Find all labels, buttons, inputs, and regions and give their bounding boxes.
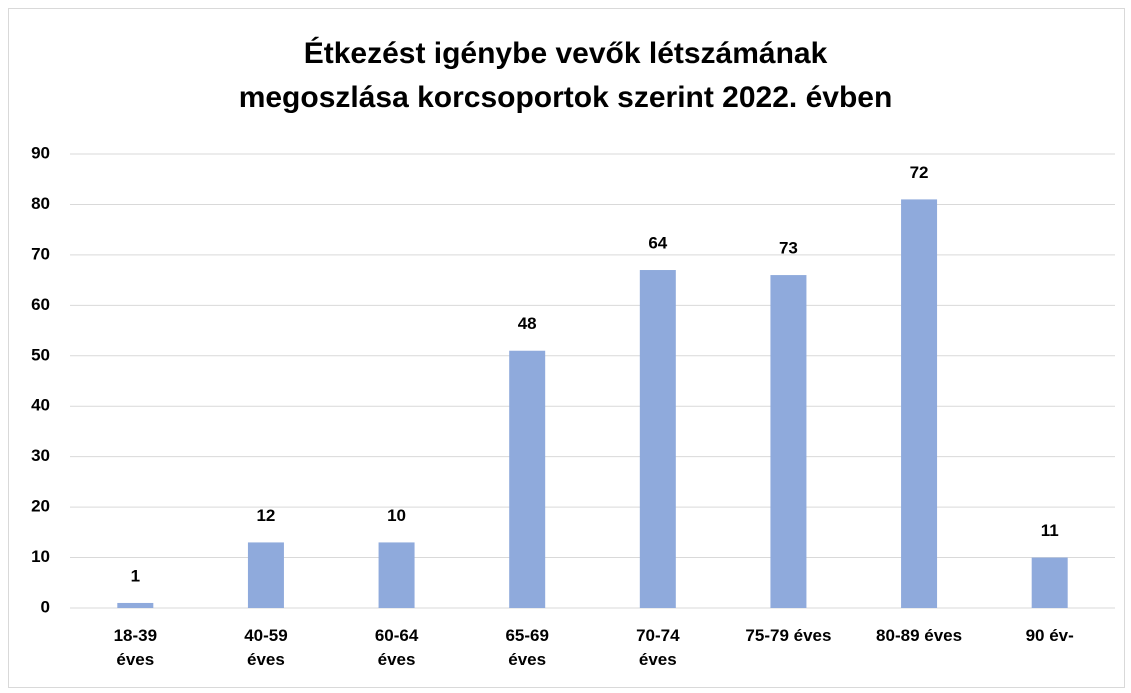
x-tick-label: 75-79 éves: [745, 626, 832, 645]
data-label: 72: [910, 163, 929, 182]
bar: [378, 542, 415, 608]
bar: [770, 275, 807, 608]
chart-title: Étkezést igénybe vevők létszámának megos…: [238, 37, 893, 114]
data-label: 64: [648, 234, 667, 253]
x-tick-label: 40-59 éves: [244, 626, 288, 669]
y-tick-label: 40: [31, 396, 50, 415]
y-tick-label: 0: [41, 597, 50, 616]
data-label: 10: [387, 506, 406, 525]
y-tick-label: 20: [31, 497, 50, 516]
y-tick-label: 10: [31, 547, 50, 566]
x-tick-label: 60-64 éves: [374, 626, 419, 669]
y-tick-label: 90: [31, 143, 50, 162]
data-label: 48: [518, 314, 537, 333]
data-label: 1: [131, 566, 140, 585]
x-tick-label: 65-69 éves: [505, 626, 549, 669]
y-tick-label: 30: [31, 446, 50, 465]
bar: [639, 270, 676, 608]
data-label: 12: [256, 506, 275, 525]
bar: [117, 602, 154, 608]
x-tick-label: 90 év-: [1025, 626, 1074, 645]
chart-frame: [8, 8, 1125, 688]
bar: [247, 542, 284, 608]
x-tick-label: 80-89 éves: [876, 626, 963, 645]
x-tick-label: 18-39 éves: [113, 626, 158, 669]
bar: [509, 350, 546, 608]
y-tick-label: 60: [31, 295, 50, 314]
data-label: 73: [779, 239, 798, 258]
bar: [1031, 557, 1068, 608]
y-tick-label: 70: [31, 244, 50, 263]
bar: [901, 199, 938, 608]
y-tick-label: 80: [31, 194, 50, 213]
y-tick-label: 50: [31, 345, 50, 364]
data-label: 11: [1041, 521, 1059, 540]
x-tick-label: 70-74 éves: [636, 626, 680, 669]
